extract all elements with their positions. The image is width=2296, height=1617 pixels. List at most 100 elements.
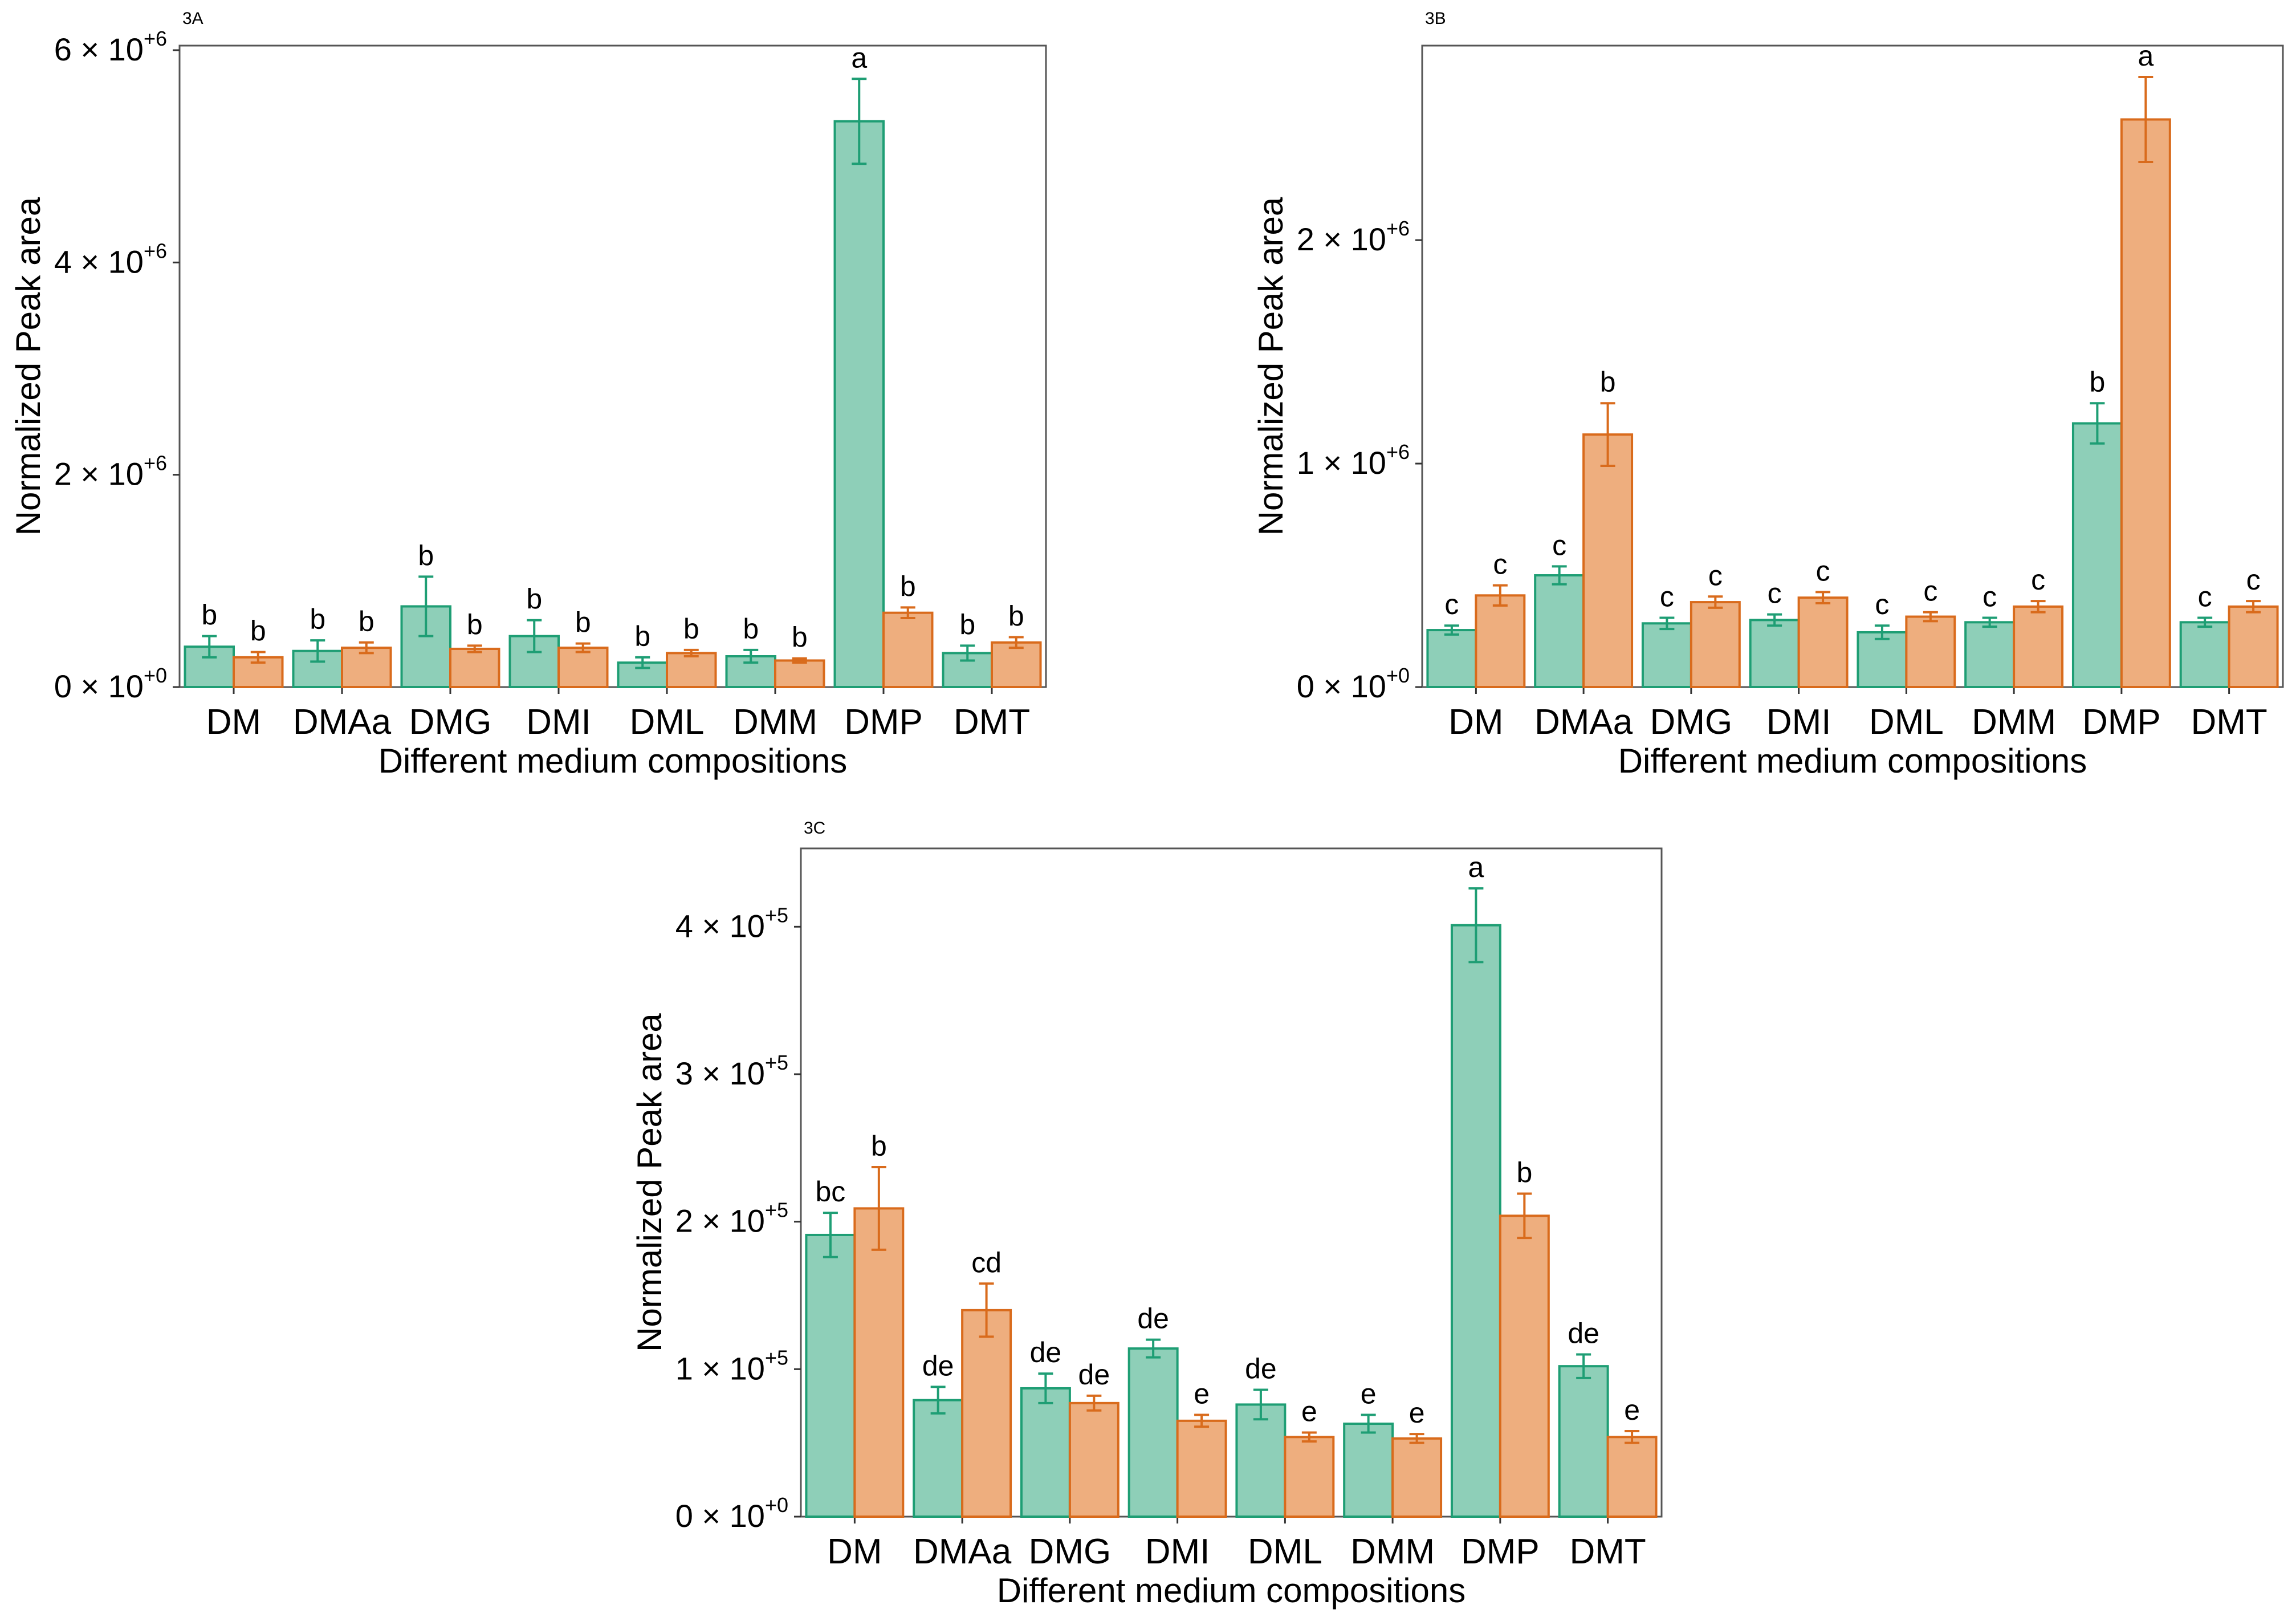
significance-letter: de — [1137, 1303, 1169, 1335]
significance-letter: e — [1301, 1396, 1317, 1428]
x-tick-label: DMI — [1766, 702, 1831, 742]
bar-dmp-series-orange — [1499, 1214, 1550, 1518]
significance-letter: de — [1568, 1317, 1599, 1349]
bar-dmm-series-orange — [2013, 605, 2064, 689]
significance-letter: de — [1030, 1336, 1062, 1368]
x-tick-label: DMI — [1145, 1532, 1210, 1571]
significance-letter: c — [1708, 559, 1723, 591]
x-tick-label: DMM — [733, 702, 817, 742]
y-tick-label: 2 × 10+5 — [675, 1198, 788, 1239]
significance-letter: b — [2090, 366, 2106, 398]
bar-dmp-series-green — [2071, 422, 2123, 689]
y-tick-label: 2 × 10+6 — [54, 452, 167, 492]
x-tick-label: DML — [1248, 1532, 1322, 1571]
significance-letter: c — [1923, 575, 1937, 607]
significance-letter: b — [250, 615, 266, 647]
bar-dmaa-series-orange — [341, 647, 392, 688]
x-axis-title: Different medium compositions — [997, 1571, 1466, 1610]
bar-dml-series-orange — [1284, 1436, 1335, 1518]
significance-letter: c — [2246, 564, 2261, 596]
y-tick-label: 4 × 10+6 — [54, 239, 167, 279]
significance-letter: a — [851, 42, 867, 74]
y-tick-label: 4 × 10+5 — [675, 903, 788, 944]
x-tick-label: DMG — [1650, 702, 1733, 742]
y-axis-title: Normalized Peak area — [630, 1013, 669, 1352]
panel-3b: 3B 0 × 10+0 1 × 10+6 2 × 10+6 DM c c DMAa c b DMG c… — [1252, 9, 2284, 780]
x-tick-label: DMAa — [293, 702, 392, 742]
bar-dmt-series-orange — [2228, 605, 2279, 689]
x-tick-label: DM — [1448, 702, 1503, 742]
panel-label: 3B — [1425, 9, 1446, 28]
significance-letter: bc — [816, 1176, 846, 1208]
x-tick-label: DMP — [1461, 1532, 1540, 1571]
significance-letter: e — [1624, 1394, 1640, 1426]
significance-letter: c — [1493, 549, 1507, 580]
x-tick-label: DMI — [526, 702, 591, 742]
bar-dmm-series-green — [1964, 621, 2016, 688]
plot-frame — [1421, 44, 2284, 688]
x-tick-label: DMG — [409, 702, 492, 742]
x-axis-title: Different medium compositions — [378, 742, 848, 780]
significance-letter: c — [2031, 564, 2045, 596]
y-tick-label: 2 × 10+6 — [1297, 217, 1410, 257]
significance-letter: de — [1245, 1353, 1277, 1385]
panel-3a: 3A 0 × 10+0 2 × 10+6 4 × 10+6 6 × 10+6 DM b b DM… — [9, 9, 1047, 780]
y-axis-title: Normalized Peak area — [1252, 197, 1290, 535]
bar-dml-series-orange — [666, 652, 717, 688]
x-tick-label: DMP — [844, 702, 923, 742]
bar-dmg-series-green — [1641, 622, 1692, 689]
y-tick-label: 3 × 10+5 — [675, 1051, 788, 1091]
significance-letter: b — [792, 621, 808, 653]
significance-letter: c — [1816, 555, 1830, 587]
significance-letter: b — [900, 570, 916, 602]
significance-letter: b — [1516, 1157, 1532, 1189]
bar-dmi-series-green — [1749, 619, 1800, 688]
bar-dml-series-green — [1857, 631, 1908, 688]
significance-letter: b — [743, 613, 759, 645]
x-tick-label: DMG — [1029, 1532, 1112, 1571]
bar-dmm-series-orange — [1391, 1437, 1443, 1518]
bar-dmi-series-orange — [1176, 1419, 1227, 1518]
plot-frame — [178, 44, 1047, 688]
bar-dmt-series-green — [2179, 621, 2230, 688]
bar-dmg-series-orange — [449, 647, 500, 688]
x-tick-label: DMAa — [1534, 702, 1633, 742]
y-axis-title: Normalized Peak area — [9, 197, 47, 535]
bar-dml-series-green — [1235, 1403, 1287, 1518]
significance-letter: b — [201, 599, 217, 631]
significance-letter: b — [418, 539, 434, 571]
significance-letter: b — [1600, 366, 1616, 398]
significance-letter: e — [1361, 1378, 1377, 1410]
plot-frame — [800, 847, 1663, 1518]
x-tick-label: DMM — [1972, 702, 2056, 742]
bar-dmg-series-green — [1020, 1387, 1071, 1518]
bar-dmp-series-green — [1450, 924, 1501, 1518]
bar-dmaa-series-green — [913, 1399, 964, 1518]
x-tick-label: DMAa — [913, 1532, 1012, 1571]
bar-dmp-series-orange — [2120, 118, 2171, 689]
bar-dmi-series-orange — [1797, 596, 1849, 688]
bar-dmm-series-green — [1343, 1423, 1394, 1518]
x-tick-label: DMT — [2191, 702, 2267, 742]
bar-dmt-series-green — [1558, 1365, 1609, 1518]
bar-dmp-series-orange — [882, 611, 934, 689]
significance-letter: b — [467, 608, 483, 640]
significance-letter: c — [1660, 581, 1674, 613]
bar-dm-series-green — [805, 1233, 856, 1518]
significance-letter: b — [634, 620, 650, 652]
x-tick-label: DMP — [2082, 702, 2161, 742]
y-tick-label: 6 × 10+6 — [54, 27, 167, 67]
bar-dm-series-green — [1426, 629, 1477, 688]
significance-letter: b — [359, 606, 374, 637]
bar-dml-series-orange — [1905, 615, 1956, 689]
bar-dmm-series-orange — [774, 659, 825, 689]
x-tick-label: DMT — [954, 702, 1030, 742]
significance-letter: a — [1468, 851, 1484, 883]
significance-letter: de — [1078, 1359, 1110, 1391]
significance-letter: de — [922, 1350, 954, 1382]
panel-label: 3A — [182, 9, 203, 28]
y-tick-label: 0 × 10+0 — [54, 664, 167, 704]
x-tick-label: DM — [827, 1532, 882, 1571]
significance-letter: c — [1552, 529, 1566, 561]
